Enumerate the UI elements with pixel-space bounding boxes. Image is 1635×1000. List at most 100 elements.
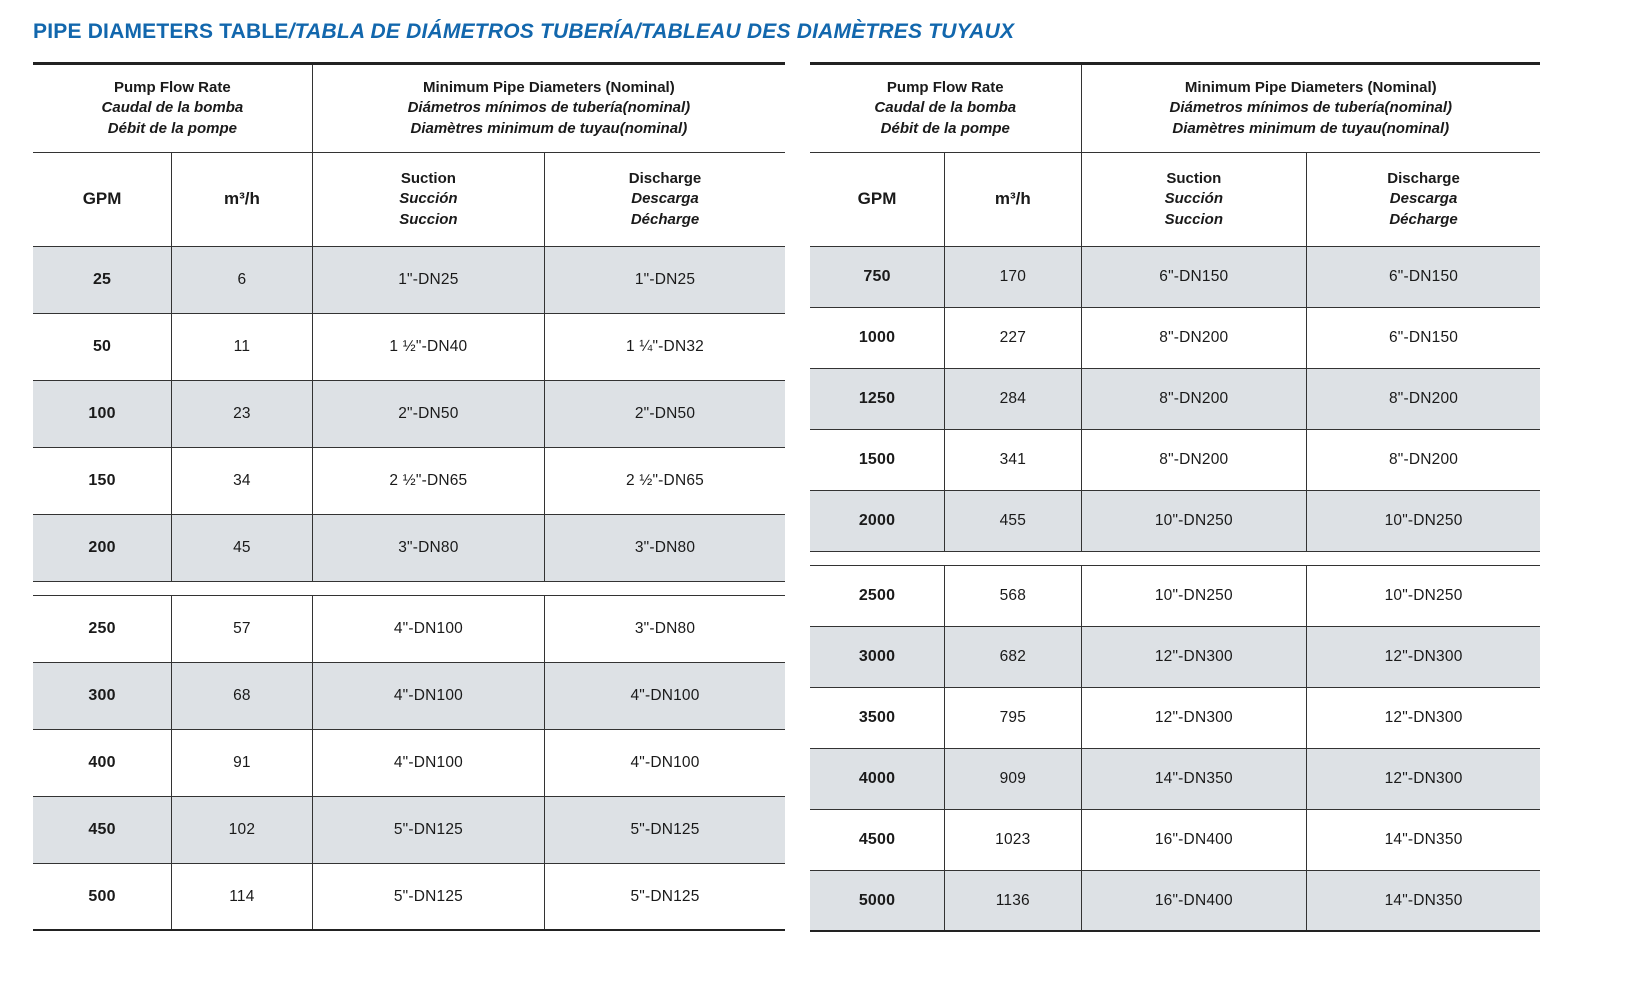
discharge-cell: 6"-DN150 xyxy=(1388,268,1459,285)
discharge-cell: 14"-DN350 xyxy=(1384,891,1463,909)
gpm-cell: 2000 xyxy=(810,491,946,551)
m3h-cell: 795 xyxy=(945,688,1082,748)
tables-container: Pump Flow Rate Caudal de la bomba Débit … xyxy=(33,62,1635,932)
table-row: 4000 909 14"-DN350 12"-DN300 xyxy=(810,749,1540,810)
table-row: 1000 227 8"-DN200 6"-DN150 xyxy=(810,308,1540,369)
suction-cell: 16"-DN400 xyxy=(1082,871,1308,930)
gpm-cell: 100 xyxy=(33,381,173,447)
gpm-cell: 400 xyxy=(33,730,173,796)
table-row: 1500 341 8"-DN200 8"-DN200 xyxy=(810,430,1540,491)
group-header: Pump Flow Rate Caudal de la bomba Débit … xyxy=(33,65,785,153)
suction-cell: 4"-DN100 xyxy=(313,596,546,662)
discharge-cell: 1 ¼"-DN32 xyxy=(626,338,704,355)
m3h-cell: 6 xyxy=(172,247,313,313)
page: PIPE DIAMETERS TABLE/TABLA DE DIÁMETROS … xyxy=(33,20,1635,932)
table-row: 3500 795 12"-DN300 12"-DN300 xyxy=(810,688,1540,749)
table-row: 2000 455 10"-DN250 10"-DN250 xyxy=(810,491,1540,552)
m3h-cell: 284 xyxy=(945,369,1082,429)
table-row: 25 6 1"-DN25 1"-DN25 xyxy=(33,247,785,314)
discharge-cell: 8"-DN200 xyxy=(1388,451,1459,468)
col-header-discharge: Discharge Descarga Décharge xyxy=(628,170,702,228)
pump-flow-rate-fr: Débit de la pompe xyxy=(107,119,237,137)
m3h-cell: 1023 xyxy=(945,810,1082,870)
col-header-suction: Suction Succión Succion xyxy=(1082,153,1308,246)
col-header-suction: Suction Succión Succion xyxy=(313,153,546,246)
m3h-cell: 102 xyxy=(172,797,313,863)
discharge-cell: 5"-DN125 xyxy=(630,887,700,905)
column-header-row: GPM m³/h Suction Succión Succion Dischar… xyxy=(33,153,785,247)
min-pipe-diameters-header: Minimum Pipe Diameters (Nominal) Diámetr… xyxy=(1082,65,1540,152)
suction-cell: 10"-DN250 xyxy=(1082,491,1308,551)
table-row: 200 45 3"-DN80 3"-DN80 xyxy=(33,515,785,582)
m3h-cell: 909 xyxy=(945,749,1082,809)
pump-flow-rate-es: Caudal de la bomba xyxy=(101,99,244,117)
pump-flow-rate-header: Pump Flow Rate Caudal de la bomba Débit … xyxy=(33,65,313,152)
discharge-cell: 2 ½"-DN65 xyxy=(626,472,704,489)
table-body-lower: 2500 568 10"-DN250 10"-DN250 3000 682 12… xyxy=(810,566,1540,932)
table-row: 250 57 4"-DN100 3"-DN80 xyxy=(33,596,785,663)
discharge-cell: 3"-DN80 xyxy=(634,620,696,637)
col-header-m3h: m³/h xyxy=(945,153,1082,246)
m3h-cell: 341 xyxy=(945,430,1082,490)
pipe-table-left: Pump Flow Rate Caudal de la bomba Débit … xyxy=(33,62,785,931)
table-row: 500 114 5"-DN125 5"-DN125 xyxy=(33,864,785,931)
page-title-translations: /TABLA DE DIÁMETROS TUBERÍA/TABLEAU DES … xyxy=(288,20,1015,43)
suction-cell: 5"-DN125 xyxy=(313,864,546,929)
m3h-cell: 455 xyxy=(945,491,1082,551)
suction-cell: 4"-DN100 xyxy=(313,730,546,796)
m3h-cell: 34 xyxy=(172,448,313,514)
m3h-cell: 682 xyxy=(945,627,1082,687)
gpm-cell: 500 xyxy=(33,864,173,929)
suction-cell: 8"-DN200 xyxy=(1082,308,1308,368)
m3h-cell: 1136 xyxy=(945,871,1082,930)
m3h-cell: 227 xyxy=(945,308,1082,368)
gpm-cell: 25 xyxy=(33,247,173,313)
suction-cell: 6"-DN150 xyxy=(1082,247,1308,307)
discharge-cell: 4"-DN100 xyxy=(630,687,700,704)
discharge-cell: 10"-DN250 xyxy=(1384,512,1463,529)
pump-flow-rate-fr: Débit de la pompe xyxy=(880,119,1010,137)
section-gap xyxy=(33,582,785,596)
m3h-cell: 45 xyxy=(172,515,313,581)
suction-cell: 3"-DN80 xyxy=(313,515,546,581)
discharge-cell: 2"-DN50 xyxy=(634,405,696,422)
pump-flow-rate-header: Pump Flow Rate Caudal de la bomba Débit … xyxy=(810,65,1082,152)
suction-cell: 8"-DN200 xyxy=(1082,430,1308,490)
pump-flow-rate-en: Pump Flow Rate xyxy=(886,79,1004,97)
m3h-cell: 170 xyxy=(945,247,1082,307)
discharge-cell: 5"-DN125 xyxy=(630,821,700,838)
col-header-discharge: Discharge Descarga Décharge xyxy=(1387,170,1460,228)
suction-cell: 1 ½"-DN40 xyxy=(313,314,546,380)
pump-flow-rate-es: Caudal de la bomba xyxy=(874,99,1017,117)
gpm-cell: 300 xyxy=(33,663,173,729)
suction-cell: 2 ½"-DN65 xyxy=(313,448,546,514)
table-row: 150 34 2 ½"-DN65 2 ½"-DN65 xyxy=(33,448,785,515)
suction-cell: 4"-DN100 xyxy=(313,663,546,729)
gpm-cell: 750 xyxy=(810,247,946,307)
m3h-cell: 568 xyxy=(945,566,1082,626)
m3h-cell: 11 xyxy=(172,314,313,380)
m3h-cell: 23 xyxy=(172,381,313,447)
gpm-cell: 450 xyxy=(33,797,173,863)
discharge-cell: 12"-DN300 xyxy=(1384,770,1463,787)
page-title-english: PIPE DIAMETERS TABLE xyxy=(33,20,289,43)
suction-cell: 10"-DN250 xyxy=(1082,566,1308,626)
gpm-cell: 250 xyxy=(33,596,173,662)
gpm-cell: 2500 xyxy=(810,566,946,626)
suction-cell: 12"-DN300 xyxy=(1082,627,1308,687)
suction-cell: 12"-DN300 xyxy=(1082,688,1308,748)
discharge-cell: 3"-DN80 xyxy=(634,539,696,556)
suction-cell: 5"-DN125 xyxy=(313,797,546,863)
m3h-cell: 91 xyxy=(172,730,313,796)
suction-cell: 16"-DN400 xyxy=(1082,810,1308,870)
suction-cell: 1"-DN25 xyxy=(313,247,546,313)
col-header-gpm: GPM xyxy=(33,153,173,246)
discharge-cell: 10"-DN250 xyxy=(1384,587,1463,604)
m3h-cell: 57 xyxy=(172,596,313,662)
suction-cell: 2"-DN50 xyxy=(313,381,546,447)
section-gap xyxy=(810,552,1540,566)
table-row: 50 11 1 ½"-DN40 1 ¼"-DN32 xyxy=(33,314,785,381)
table-row: 300 68 4"-DN100 4"-DN100 xyxy=(33,663,785,730)
gpm-cell: 3500 xyxy=(810,688,946,748)
discharge-cell: 4"-DN100 xyxy=(630,754,700,771)
